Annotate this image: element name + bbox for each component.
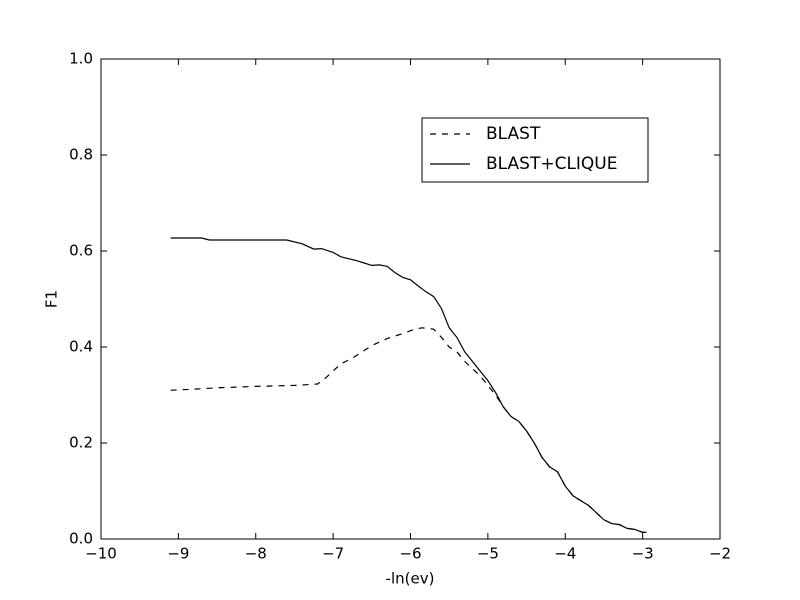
- plot-frame: [100, 58, 721, 540]
- legend-box: [421, 117, 649, 183]
- x-tick-label: −6: [399, 545, 421, 563]
- x-tick-label: −9: [167, 545, 189, 563]
- series-line: [170, 237, 647, 533]
- x-tick-label: −8: [245, 545, 267, 563]
- y-tick-label: 0.8: [69, 146, 93, 164]
- y-tick-label: 0.6: [69, 242, 93, 260]
- y-tick-label: 0.4: [69, 338, 93, 356]
- y-axis-label: F1: [43, 290, 61, 308]
- y-tick-label: 1.0: [69, 50, 93, 68]
- legend-label: BLAST: [486, 124, 541, 144]
- x-tick-label: −2: [709, 545, 731, 563]
- legend-label: BLAST+CLIQUE: [486, 154, 618, 174]
- y-tick-label: 0.2: [69, 434, 93, 452]
- series-line: [170, 327, 647, 533]
- y-tick-label: 0.0: [69, 530, 93, 548]
- x-axis-label: -ln(ev): [386, 570, 435, 588]
- x-tick-label: −4: [554, 545, 576, 563]
- x-tick-label: −10: [85, 545, 117, 563]
- x-tick-label: −3: [632, 545, 654, 563]
- x-tick-label: −7: [322, 545, 344, 563]
- x-tick-label: −5: [477, 545, 499, 563]
